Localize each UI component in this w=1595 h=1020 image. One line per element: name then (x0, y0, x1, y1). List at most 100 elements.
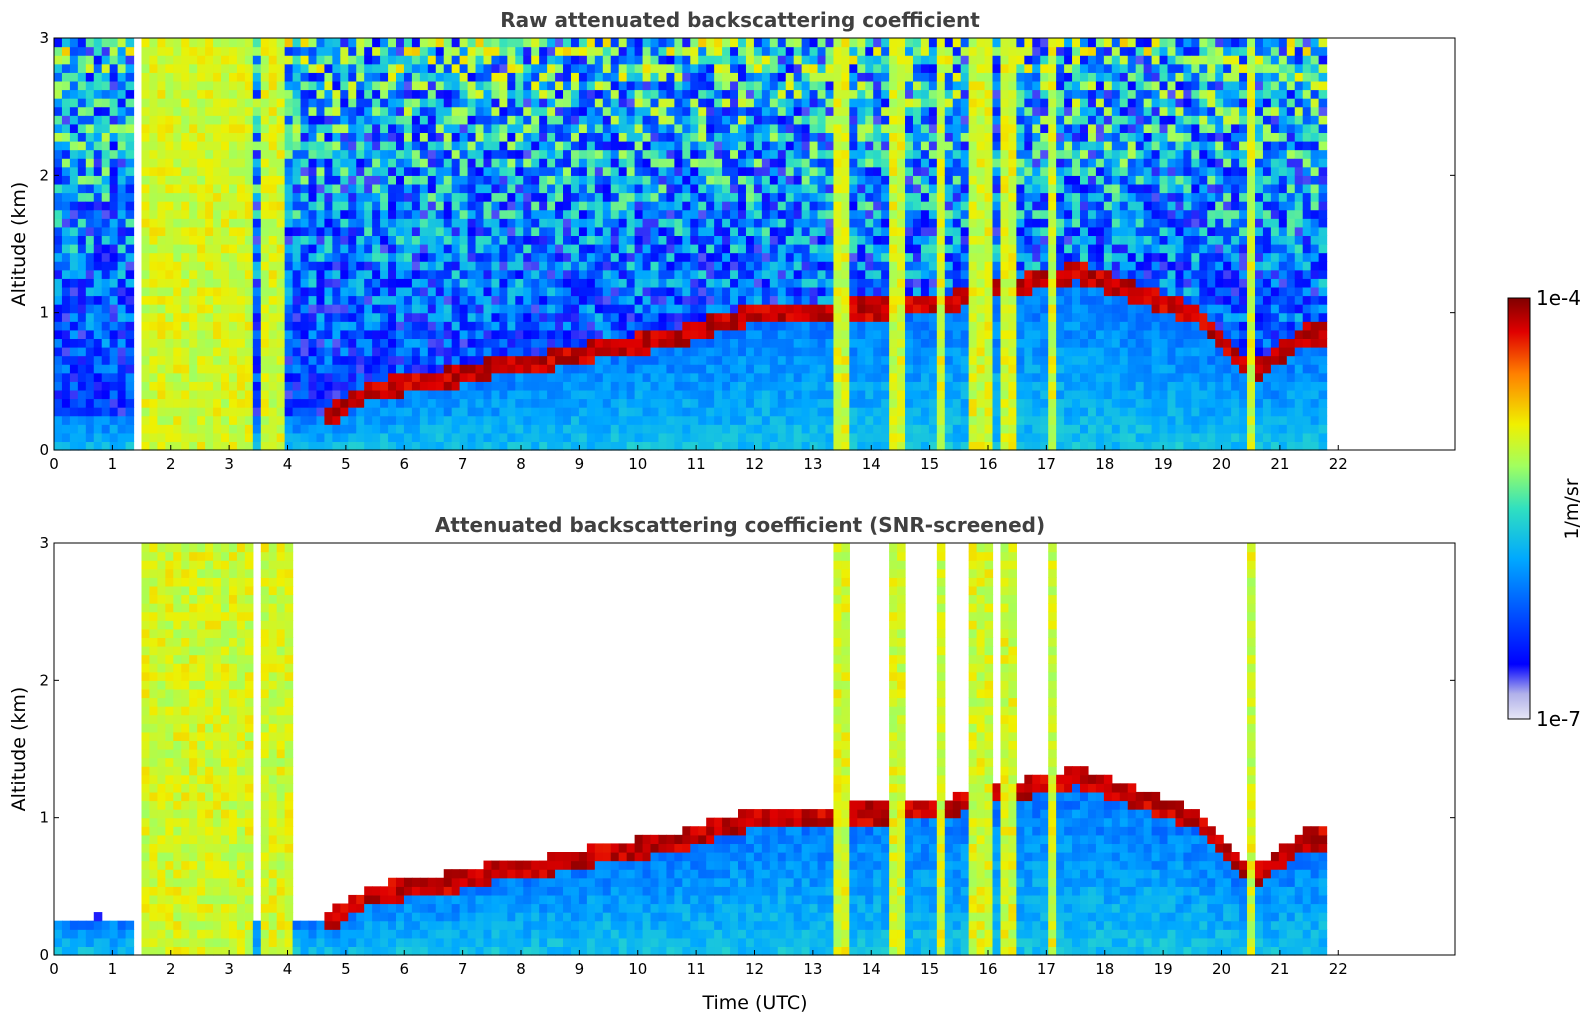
heatmap-cell (594, 183, 604, 194)
heatmap-cell (213, 123, 222, 134)
heatmap-cell (149, 252, 158, 262)
heatmap-cell (435, 432, 445, 443)
heatmap-cell (507, 424, 516, 434)
heatmap-cell (761, 141, 771, 151)
heatmap-cell (777, 166, 787, 176)
heatmap-cell (642, 407, 652, 417)
heatmap-cell (173, 389, 182, 400)
heatmap-cell (149, 244, 158, 254)
heatmap-cell (658, 269, 668, 279)
heatmap-cell (372, 115, 381, 125)
heatmap-cell (380, 244, 389, 254)
heatmap-cell (292, 286, 302, 297)
heatmap-cell (586, 286, 596, 297)
heatmap-cell (722, 98, 731, 108)
heatmap-cell (396, 166, 405, 176)
heatmap-cell (443, 98, 453, 108)
heatmap-cell (205, 244, 214, 254)
heatmap-cell (507, 244, 516, 254)
heatmap-cell (825, 141, 835, 151)
heatmap-cell (213, 80, 222, 91)
heatmap-cell (197, 295, 206, 305)
heatmap-cell (324, 415, 333, 425)
heatmap-cell (197, 123, 206, 134)
heatmap-cell (833, 183, 842, 194)
heatmap-cell (427, 252, 437, 262)
heatmap-cell (308, 183, 318, 194)
heatmap-cell (419, 407, 429, 417)
heatmap-cell (610, 218, 620, 228)
heatmap-cell (594, 106, 604, 116)
heatmap-cell (109, 381, 119, 391)
heatmap-cell (388, 441, 397, 451)
heatmap-cell (268, 355, 278, 365)
heatmap-cell (857, 304, 866, 314)
heatmap-cell (523, 372, 532, 382)
heatmap-cell (419, 261, 429, 271)
heatmap-cell (244, 312, 254, 322)
heatmap-cell (244, 166, 254, 176)
heatmap-cell (698, 252, 707, 262)
heatmap-cell (340, 286, 349, 297)
heatmap-cell (101, 441, 111, 451)
heatmap-cell (785, 261, 795, 271)
heatmap-cell (356, 201, 365, 211)
heatmap-cell (563, 415, 572, 425)
heatmap-cell (515, 347, 524, 357)
heatmap-cell (292, 321, 302, 331)
heatmap-cell (221, 201, 230, 211)
heatmap-cell (125, 389, 135, 400)
heatmap-cell (61, 407, 71, 417)
heatmap-cell (817, 132, 827, 142)
heatmap-cell (308, 106, 318, 116)
heatmap-cell (372, 389, 381, 400)
heatmap-cell (825, 441, 835, 451)
heatmap-cell (578, 407, 588, 417)
heatmap-cell (157, 295, 166, 305)
heatmap-cell (85, 166, 95, 176)
heatmap-cell (841, 372, 850, 382)
heatmap-cell (491, 389, 500, 400)
heatmap-cell (563, 329, 572, 340)
heatmap-cell (602, 415, 612, 425)
heatmap-cell (372, 123, 381, 134)
heatmap-cell (777, 329, 787, 340)
heatmap-cell (769, 252, 779, 262)
heatmap-cell (364, 141, 373, 151)
heatmap-cell (109, 364, 119, 374)
heatmap-cell (873, 38, 882, 48)
heatmap-cell (801, 158, 811, 168)
heatmap-cell (388, 63, 397, 73)
heatmap-cell (205, 106, 214, 116)
heatmap-cell (849, 338, 858, 348)
heatmap-cell (555, 55, 564, 65)
heatmap-cell (801, 372, 811, 382)
heatmap-cell (714, 141, 723, 151)
heatmap-cell (165, 424, 174, 434)
heatmap-cell (881, 218, 890, 228)
heatmap-cell (523, 141, 532, 151)
heatmap-cell (260, 304, 270, 314)
heatmap-cell (539, 235, 548, 245)
heatmap-cell (316, 106, 326, 116)
heatmap-cell (475, 72, 485, 82)
heatmap-cell (69, 123, 79, 134)
heatmap-cell (292, 63, 302, 73)
heatmap-cell (594, 175, 604, 185)
heatmap-cell (833, 415, 842, 425)
heatmap-cell (602, 55, 612, 65)
heatmap-cell (539, 407, 548, 417)
heatmap-cell (260, 329, 270, 340)
heatmap-cell (769, 106, 779, 116)
heatmap-cell (531, 158, 540, 168)
heatmap-cell (531, 398, 540, 408)
heatmap-cell (300, 364, 310, 374)
heatmap-cell (817, 55, 827, 65)
heatmap-cell (380, 432, 389, 443)
heatmap-cell (650, 441, 660, 451)
heatmap-cell (403, 355, 413, 365)
heatmap-cell (602, 209, 612, 219)
heatmap-cell (364, 252, 373, 262)
heatmap-cell (125, 72, 135, 82)
heatmap-cell (221, 149, 230, 159)
